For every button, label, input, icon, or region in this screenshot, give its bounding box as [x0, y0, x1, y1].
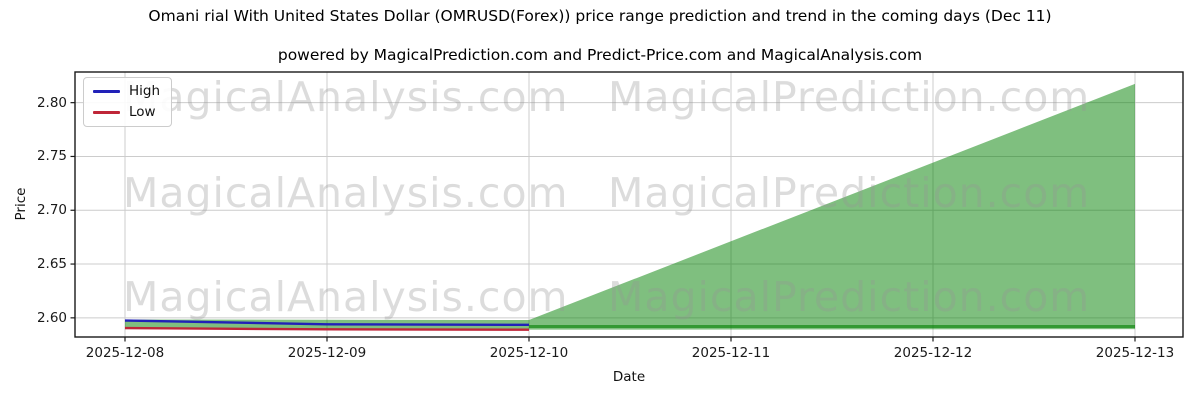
x-tick-label: 2025-12-10: [489, 345, 569, 361]
low-line-swatch: [93, 110, 120, 114]
x-tick-label: 2025-12-12: [893, 345, 973, 361]
low-line: [124, 326, 530, 331]
legend-label-low: Low: [129, 103, 156, 120]
y-tick-label: 2.70: [36, 202, 67, 219]
high-line-swatch: [93, 90, 120, 94]
plot-border: [74, 71, 1184, 338]
y-tick-label: 2.60: [36, 309, 67, 326]
y-tick-label: 2.65: [36, 256, 67, 273]
x-axis-label: Date: [612, 369, 646, 385]
x-tick-label: 2025-12-13: [1095, 345, 1175, 361]
legend-item-low: Low: [93, 103, 160, 120]
chart-subtitle: powered by MagicalPrediction.com and Pre…: [277, 46, 923, 64]
chart-title: Omani rial With United States Dollar (OM…: [148, 7, 1052, 25]
y-tick-label: 2.75: [36, 148, 67, 165]
legend: High Low: [83, 77, 173, 127]
legend-item-high: High: [93, 83, 161, 99]
x-tick-label: 2025-12-11: [691, 345, 771, 361]
y-tick-label: 2.80: [36, 94, 67, 111]
prediction-band: [125, 83, 1135, 330]
x-tick-label: 2025-12-08: [85, 345, 165, 361]
legend-label-high: High: [129, 83, 161, 99]
y-axis-label: Price: [13, 187, 29, 221]
high-line: [124, 319, 530, 327]
x-tick-label: 2025-12-09: [287, 345, 367, 361]
